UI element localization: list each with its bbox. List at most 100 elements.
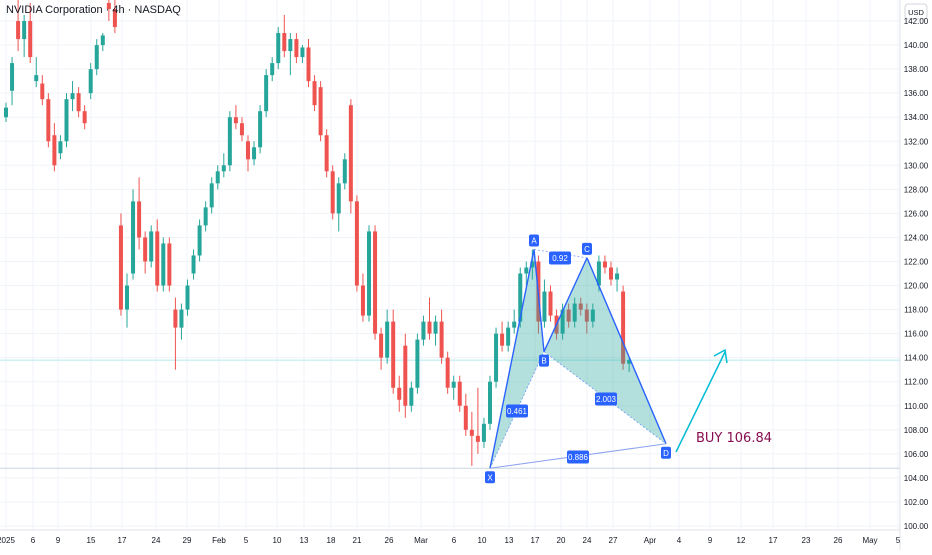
- candle-body[interactable]: [403, 345, 408, 406]
- candle-body[interactable]: [264, 75, 269, 112]
- candle-body[interactable]: [318, 87, 323, 136]
- candle-body[interactable]: [46, 99, 51, 142]
- pattern-leg[interactable]: [489, 249, 535, 469]
- candle-body[interactable]: [70, 93, 75, 100]
- candle-body[interactable]: [324, 135, 329, 172]
- candle-body[interactable]: [270, 63, 275, 76]
- candle-body[interactable]: [155, 231, 160, 286]
- candle-body[interactable]: [88, 69, 93, 94]
- candle-body[interactable]: [427, 321, 432, 334]
- candle-body[interactable]: [615, 273, 620, 280]
- candle-body[interactable]: [246, 141, 250, 160]
- candle-body[interactable]: [463, 405, 468, 430]
- candle-body[interactable]: [64, 99, 69, 142]
- candle-body[interactable]: [185, 285, 190, 310]
- candle-body[interactable]: [149, 231, 154, 262]
- candle-body[interactable]: [239, 123, 244, 136]
- candle-body[interactable]: [100, 35, 105, 46]
- candle-body[interactable]: [125, 285, 129, 310]
- candle-body[interactable]: [530, 261, 535, 268]
- candle-body[interactable]: [16, 21, 21, 40]
- candle-body[interactable]: [469, 429, 474, 436]
- candle-body[interactable]: [421, 321, 426, 340]
- candle-body[interactable]: [373, 231, 378, 334]
- candle-body[interactable]: [82, 111, 87, 124]
- candle-body[interactable]: [252, 147, 257, 160]
- currency-box[interactable]: [904, 3, 928, 20]
- candle-body[interactable]: [137, 201, 142, 238]
- ratio-badge[interactable]: [595, 392, 617, 406]
- candle-body[interactable]: [215, 171, 220, 184]
- candle-body[interactable]: [409, 387, 414, 406]
- candle-body[interactable]: [10, 63, 15, 91]
- candle-body[interactable]: [506, 327, 511, 346]
- candle-body[interactable]: [542, 291, 547, 322]
- candle-body[interactable]: [445, 357, 450, 388]
- candle-body[interactable]: [602, 261, 607, 268]
- candle-body[interactable]: [34, 75, 39, 82]
- candle-body[interactable]: [627, 360, 632, 364]
- pattern-leg[interactable]: [533, 249, 545, 352]
- candle-body[interactable]: [233, 117, 238, 124]
- candle-body[interactable]: [276, 33, 281, 64]
- candle-body[interactable]: [294, 39, 299, 58]
- ratio-badge[interactable]: [549, 251, 571, 265]
- candle-body[interactable]: [488, 381, 492, 424]
- buy-annotation[interactable]: BUY 106.84: [696, 431, 772, 446]
- candle-body[interactable]: [584, 309, 589, 322]
- candle-body[interactable]: [203, 207, 208, 226]
- candle-body[interactable]: [221, 165, 226, 172]
- candle-body[interactable]: [572, 303, 577, 322]
- candle-body[interactable]: [167, 243, 172, 286]
- candle-body[interactable]: [58, 141, 63, 154]
- candle-body[interactable]: [481, 423, 486, 442]
- candle-body[interactable]: [106, 2, 111, 10]
- pattern-leg[interactable]: [586, 257, 667, 445]
- projection-arrow[interactable]: [675, 351, 726, 453]
- candle-body[interactable]: [227, 117, 232, 166]
- candle-body[interactable]: [518, 273, 523, 322]
- ratio-badge[interactable]: [506, 404, 528, 418]
- pattern-point-b[interactable]: [539, 354, 549, 367]
- candle-body[interactable]: [494, 333, 499, 382]
- candle-body[interactable]: [131, 201, 136, 274]
- candle-body[interactable]: [336, 183, 341, 214]
- candle-body[interactable]: [22, 21, 27, 40]
- candle-body[interactable]: [621, 291, 626, 364]
- candle-body[interactable]: [112, 9, 117, 28]
- candle-body[interactable]: [161, 243, 166, 286]
- candle-body[interactable]: [500, 333, 505, 346]
- candle-body[interactable]: [391, 321, 396, 388]
- candle-body[interactable]: [548, 291, 553, 316]
- candle-body[interactable]: [512, 321, 517, 328]
- candle-body[interactable]: [330, 171, 335, 214]
- candle-body[interactable]: [197, 225, 202, 256]
- pattern-point-x[interactable]: [485, 471, 495, 484]
- candle-body[interactable]: [379, 333, 384, 358]
- candle-body[interactable]: [433, 321, 438, 334]
- candle-body[interactable]: [312, 81, 317, 106]
- price-axis-panel[interactable]: [900, 0, 932, 550]
- candle-body[interactable]: [524, 267, 529, 274]
- candle-body[interactable]: [415, 339, 420, 388]
- candle-body[interactable]: [354, 201, 359, 286]
- pattern-leg[interactable]: [543, 257, 588, 352]
- candle-body[interactable]: [451, 381, 456, 388]
- candle-body[interactable]: [457, 381, 462, 406]
- candle-body[interactable]: [385, 321, 390, 358]
- candle-body[interactable]: [258, 111, 263, 148]
- candle-body[interactable]: [367, 231, 371, 316]
- candle-body[interactable]: [191, 255, 196, 274]
- candle-body[interactable]: [306, 47, 311, 82]
- candle-body[interactable]: [609, 267, 613, 280]
- candle-body[interactable]: [348, 105, 353, 202]
- ratio-badge[interactable]: [567, 450, 589, 464]
- candle-body[interactable]: [439, 321, 444, 358]
- candle-body[interactable]: [28, 21, 33, 58]
- candle-body[interactable]: [578, 303, 583, 310]
- candle-body[interactable]: [300, 47, 305, 58]
- candle-body[interactable]: [475, 435, 480, 442]
- pattern-point-a[interactable]: [529, 234, 539, 247]
- candle-body[interactable]: [52, 135, 57, 166]
- harmonic-pattern[interactable]: X A B C D 0.461 0.92 2.003 0.886 BUY 106.84: [485, 234, 772, 484]
